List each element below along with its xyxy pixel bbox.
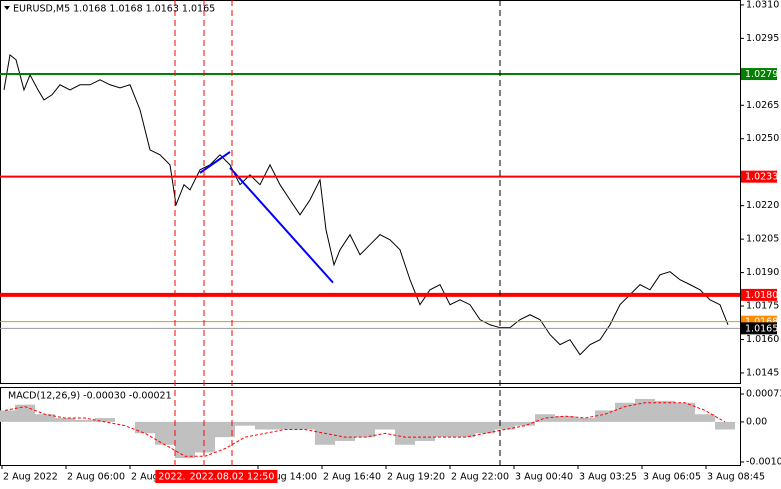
- macd-bar: [55, 418, 75, 422]
- title-arrow: [4, 6, 10, 10]
- y-tick-label: 1.0310: [746, 0, 779, 10]
- macd-bar: [155, 421, 175, 445]
- level-label: 1.0168: [745, 317, 778, 328]
- panel-frame: [0, 387, 741, 466]
- y-tick-label: 0.00073: [746, 388, 781, 399]
- chart-title: EURUSD,M5 1.0168 1.0168 1.0163 1.0165: [13, 4, 215, 15]
- vertical-line-label-box: [186, 470, 278, 483]
- macd-bar: [355, 421, 375, 438]
- x-tick-label: 3 Aug 06:05: [643, 472, 701, 483]
- level-label: 1.0165: [745, 323, 778, 334]
- macd-bar: [695, 414, 715, 422]
- macd-title: MACD(12,26,9) -0.00030 -0.00021: [8, 391, 172, 402]
- macd-bar: [715, 421, 735, 430]
- macd-bar: [75, 419, 95, 422]
- macd-bar: [395, 421, 415, 445]
- macd-bar: [515, 421, 535, 426]
- vertical-line-label: 2022.0: [158, 472, 191, 483]
- macd-bar: [195, 421, 215, 453]
- x-tick-label: 3 Aug 00:40: [515, 472, 573, 483]
- x-tick-label: 2 Aug 22:00: [451, 472, 509, 483]
- macd-bar: [535, 414, 555, 422]
- macd-bar: [295, 421, 315, 430]
- x-tick-label: 2 Aug 06:00: [67, 472, 125, 483]
- macd-bar: [675, 402, 695, 422]
- signal-line: [4, 402, 726, 457]
- macd-bar: [475, 421, 495, 434]
- x-tick-label: 3 Aug 03:25: [579, 472, 637, 483]
- y-tick-label: 1.0295: [746, 33, 779, 44]
- y-tick-label: 1.0175: [746, 301, 779, 312]
- level-label: 1.0279: [745, 69, 778, 80]
- macd-bar: [655, 400, 675, 422]
- level-label-box: [741, 322, 777, 335]
- y-tick-label: 1.0205: [746, 234, 779, 245]
- x-tick-label: 2 Aug 19:20: [387, 472, 445, 483]
- y-tick-label: 1.0145: [746, 367, 779, 378]
- level-label-box: [741, 170, 777, 183]
- macd-bar: [555, 416, 575, 422]
- x-tick-label: 3 Aug 08:45: [707, 472, 765, 483]
- trend-line: [199, 151, 231, 174]
- x-tick-label: 2 Aug 16:40: [323, 472, 381, 483]
- macd-bar: [255, 421, 275, 430]
- level-label: 1.0180: [745, 290, 778, 301]
- macd-bar: [235, 421, 255, 426]
- macd-bar: [615, 402, 635, 422]
- vertical-line-label: 2022.08.02 12:50: [190, 472, 275, 483]
- macd-bar: [135, 421, 155, 434]
- macd-bar: [95, 418, 115, 422]
- level-label: 1.0233: [745, 172, 778, 183]
- macd-bar: [335, 421, 355, 441]
- macd-bar: [575, 418, 595, 422]
- y-tick-label: 0.00: [746, 416, 767, 427]
- macd-bar: [215, 421, 235, 438]
- level-label-box: [741, 288, 777, 301]
- macd-bar: [375, 421, 395, 430]
- macd-bar: [275, 421, 295, 430]
- macd-bar: [15, 404, 35, 422]
- y-tick-label: 1.0250: [746, 133, 779, 144]
- macd-bar: [455, 421, 475, 438]
- y-tick-label: -0.00105: [746, 456, 781, 467]
- macd-bar: [415, 421, 435, 441]
- macd-bar: [495, 421, 515, 430]
- price-line: [3, 53, 729, 356]
- trend-line: [229, 167, 334, 284]
- x-tick-label: 2 Aug 14:00: [259, 472, 317, 483]
- macd-bar: [35, 414, 55, 422]
- panel-frame: [0, 0, 741, 384]
- macd-bar: [0, 410, 15, 422]
- x-tick-label: 2 Aug 2022: [3, 472, 58, 483]
- y-tick-label: 1.0265: [746, 100, 779, 111]
- y-tick-label: 1.0190: [746, 267, 779, 278]
- macd-bar: [635, 398, 655, 422]
- y-tick-label: 1.0160: [746, 334, 779, 345]
- macd-bar: [595, 410, 615, 422]
- level-label-box: [741, 68, 777, 81]
- macd-bar: [435, 421, 455, 438]
- macd-bar: [175, 421, 195, 459]
- y-tick-label: 1.0220: [746, 200, 779, 211]
